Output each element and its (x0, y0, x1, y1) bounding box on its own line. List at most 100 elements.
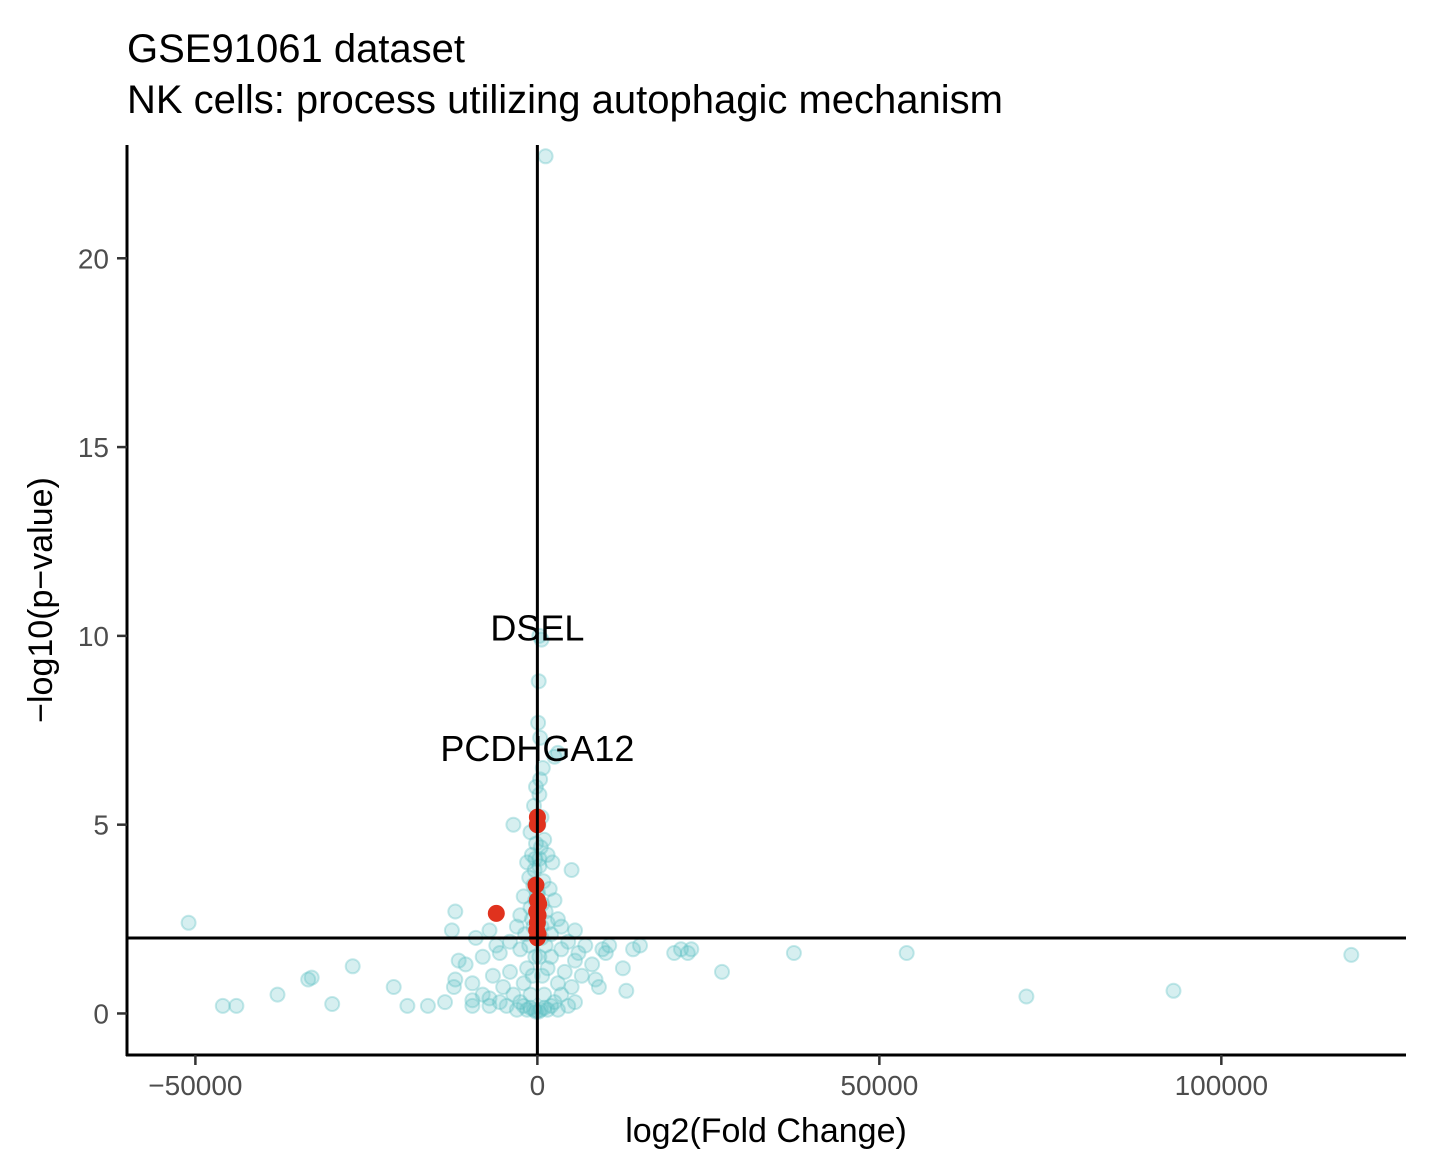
data-point (523, 846, 540, 863)
data-point (534, 760, 551, 776)
data-point (474, 986, 491, 1003)
data-point (445, 979, 462, 995)
x-axis-title: log2(Fold Change) (625, 1112, 907, 1150)
data-point (300, 971, 317, 988)
y-axis-title: −log10(p−value) (22, 477, 60, 723)
data-point (474, 948, 491, 965)
data-point (481, 997, 498, 1014)
y-tick-label: 20 (78, 243, 109, 274)
data-point (491, 994, 508, 1011)
data-point (450, 952, 467, 969)
data-point (594, 941, 611, 958)
point-annotation: DSEL (490, 607, 584, 648)
data-point (180, 914, 197, 931)
data-point (505, 816, 522, 833)
data-point (464, 992, 481, 1009)
data-point (1165, 982, 1182, 999)
data-point (544, 854, 561, 871)
data-point (556, 963, 573, 980)
data-point (491, 945, 508, 961)
data-point (519, 960, 536, 977)
data-point (443, 922, 460, 939)
data-point (1343, 946, 1360, 963)
data-point (303, 969, 320, 986)
data-point (447, 971, 464, 988)
chart-title: GSE91061 dataset (127, 27, 465, 71)
data-point (546, 748, 563, 765)
data-point (481, 990, 498, 1007)
data-point (573, 967, 590, 984)
data-point (508, 1001, 525, 1018)
x-tick-label: 100000 (1175, 1070, 1268, 1101)
data-point (543, 997, 560, 1014)
data-point (683, 941, 700, 958)
data-point (539, 960, 556, 977)
data-point (515, 975, 532, 992)
data-point (549, 744, 566, 761)
data-point (553, 918, 570, 935)
data-point (560, 997, 577, 1014)
y-tick-label: 15 (78, 432, 109, 463)
data-point (549, 1001, 566, 1018)
data-point (502, 963, 518, 980)
data-point (614, 960, 631, 977)
data-point (546, 994, 563, 1011)
data-point (553, 986, 570, 1003)
data-point (437, 994, 453, 1011)
chart-subtitle: NK cells: process utilizing autophagic m… (127, 78, 1003, 122)
data-point (898, 945, 915, 961)
data-point (457, 956, 474, 973)
x-tick-label: 0 (530, 1070, 546, 1101)
data-point (549, 975, 566, 992)
data-point (537, 148, 554, 165)
data-point (214, 997, 231, 1014)
data-point (512, 907, 529, 924)
data-point (464, 997, 481, 1014)
data-point (505, 986, 522, 1003)
data-point (447, 903, 464, 920)
data-point (714, 963, 730, 980)
data-point (563, 979, 580, 995)
data-point (481, 922, 498, 939)
data-point (1018, 988, 1035, 1005)
data-point (512, 941, 529, 958)
data-point (590, 979, 607, 995)
data-point (625, 941, 642, 958)
data-point (567, 952, 583, 969)
highlight-point (487, 904, 505, 922)
x-tick-label: −50000 (148, 1070, 242, 1101)
data-point (618, 982, 635, 999)
data-point (567, 994, 583, 1011)
x-tick-label: 50000 (840, 1070, 918, 1101)
data-point (570, 945, 587, 961)
y-tick-label: 5 (93, 810, 109, 841)
data-point (673, 941, 689, 958)
data-point (324, 996, 341, 1012)
data-point (495, 979, 512, 995)
data-point (546, 892, 563, 909)
annotations: DSEL PCDHGA12 (440, 607, 634, 769)
data-point (228, 997, 245, 1014)
data-point (519, 854, 536, 871)
data-point (549, 911, 566, 928)
data-point (385, 979, 402, 995)
data-point (519, 1001, 536, 1018)
y-tick-label: 10 (78, 621, 109, 652)
data-point (531, 850, 548, 867)
data-point (344, 958, 361, 975)
data-point (515, 997, 532, 1014)
data-point (785, 945, 802, 961)
reference-lines (127, 145, 1406, 1055)
data-point (419, 997, 436, 1014)
data-point (512, 994, 529, 1011)
data-point (553, 941, 570, 958)
data-point (269, 986, 286, 1003)
data-point (498, 997, 515, 1014)
data-point (666, 945, 683, 961)
data-point (484, 967, 501, 984)
point-annotation: PCDHGA12 (440, 728, 634, 769)
data-point (679, 945, 696, 961)
points-layer (180, 148, 1360, 1020)
data-point (399, 997, 416, 1014)
data-point (508, 918, 525, 935)
